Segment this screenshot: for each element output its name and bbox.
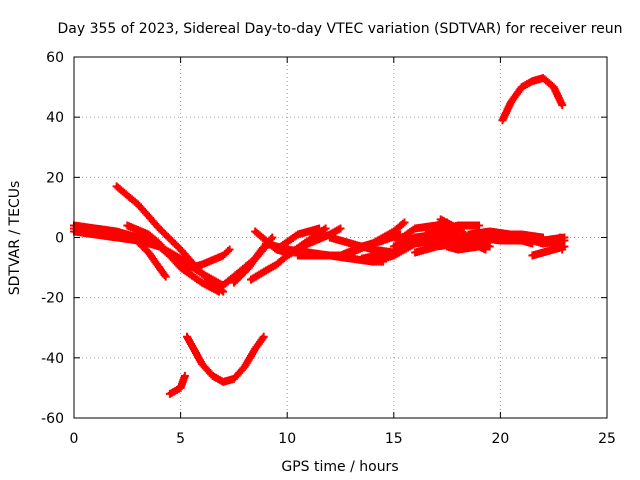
series-arc-32 [496, 230, 526, 245]
data-point-markers [496, 230, 526, 245]
series-arc-6 [165, 371, 189, 398]
data-point-markers [556, 233, 567, 254]
data-point-markers [112, 182, 228, 290]
data-point-markers [183, 332, 268, 386]
y-tick-label: 20 [46, 170, 64, 186]
y-tick-label: 0 [55, 231, 64, 247]
x-tick-label: 10 [278, 431, 296, 447]
y-tick-label: 60 [46, 50, 64, 66]
series-arc-33 [498, 74, 567, 125]
axis-ticks: 0 5 10 15 20 25 -60 -40 -20 0 20 40 60 [41, 50, 616, 447]
y-tick-label: -20 [41, 291, 64, 307]
x-tick-label: 25 [598, 431, 616, 447]
y-tick-label: -60 [41, 411, 64, 427]
y-axis-label: SDTVAR / TECUs [7, 181, 23, 296]
x-axis-label: GPS time / hours [281, 459, 398, 475]
y-tick-label: -40 [41, 351, 64, 367]
series-arc-4 [112, 182, 228, 290]
x-tick-label: 20 [491, 431, 509, 447]
series-arc-7 [183, 332, 268, 386]
x-tick-label: 0 [70, 431, 79, 447]
data-point-markers [272, 224, 324, 254]
data-point-markers [498, 74, 567, 125]
series-arc-5 [123, 221, 223, 296]
y-tick-label: 40 [46, 110, 64, 126]
x-tick-label: 15 [385, 431, 403, 447]
chart-title: Day 355 of 2023, Sidereal Day-to-day VTE… [57, 21, 622, 37]
x-tick-label: 5 [176, 431, 185, 447]
data-layer [70, 74, 569, 398]
series-arc-13 [272, 224, 324, 254]
data-point-markers [347, 218, 409, 257]
series-arc-35 [556, 233, 567, 254]
data-point-markers [165, 371, 189, 398]
series-arc-19 [347, 218, 409, 257]
data-point-markers [123, 221, 223, 296]
